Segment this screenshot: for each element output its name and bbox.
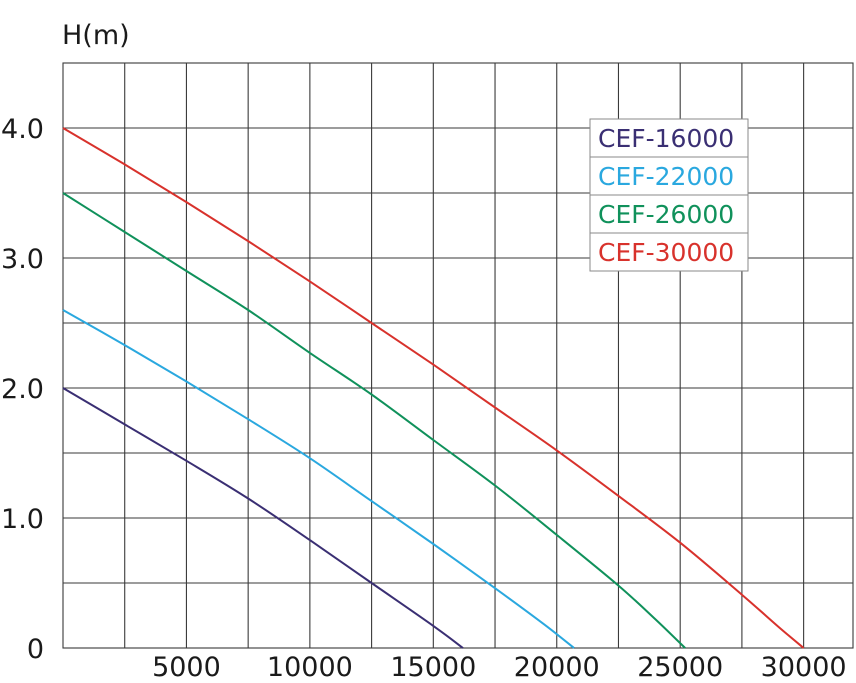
series-line-cef-16000 [62,387,464,649]
x-tick-label: 15000 [390,652,476,683]
x-tick-label: 30000 [761,652,847,683]
legend-entry-box [589,156,749,196]
x-tick-label: 25000 [637,652,723,683]
legend-label-cef-16000: CEF-16000 [598,124,734,153]
y-axis-title: H(m) [62,20,130,51]
series-line-cef-22000 [62,309,575,649]
x-tick-label: 20000 [514,652,600,683]
y-tick-label: 2.0 [1,374,44,405]
legend-entry-box [589,232,749,272]
tick-labels: 5000 10000 15000 20000 25000 30000 0 1.0 2.0 3.0 4… [1,114,847,683]
legend-label-cef-22000: CEF-22000 [598,162,734,191]
legend-entry-box [589,194,749,234]
x-tick-label: 5000 [152,652,221,683]
y-tick-label: 1.0 [1,504,44,535]
series-lines [62,127,805,649]
series-line-cef-30000 [62,127,805,649]
plot-frame [62,62,854,649]
y-tick-label: 3.0 [1,244,44,275]
legend-entry-box [589,118,749,158]
legend-label-cef-26000: CEF-26000 [598,200,734,229]
y-tick-label: 4.0 [1,114,44,145]
legend-label-cef-30000: CEF-30000 [598,238,734,267]
y-tick-label: 0 [27,634,44,665]
series-line-cef-26000 [62,192,686,649]
legend: CEF-16000 CEF-22000 CEF-26000 CEF-30000 [589,118,749,272]
x-tick-label: 10000 [267,652,353,683]
